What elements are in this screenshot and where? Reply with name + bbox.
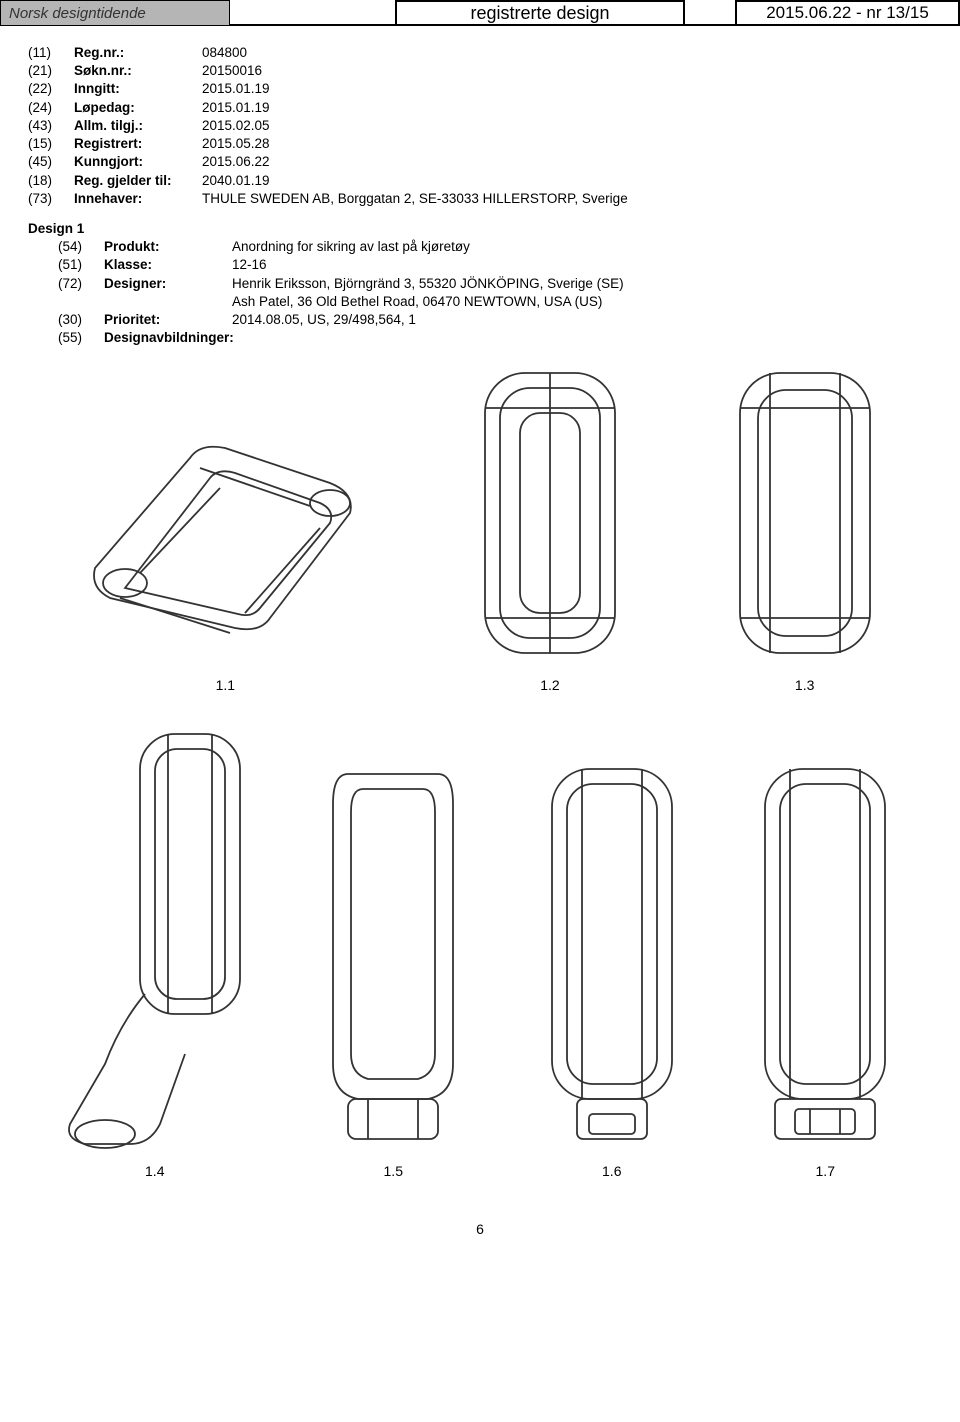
field-code: (45) [28, 153, 74, 171]
field-label: Løpedag: [74, 99, 202, 117]
field-label: Designer: [104, 275, 232, 293]
field-label: Allm. tilgj.: [74, 117, 202, 135]
field-label: Reg. gjelder til: [74, 172, 202, 190]
figure-label: 1.5 [384, 1162, 403, 1181]
drawing-1-5-icon [303, 754, 483, 1154]
field-label: Produkt: [104, 238, 232, 256]
field-value: Anordning for sikring av last på kjøretø… [232, 238, 932, 256]
field-row: (22)Inngitt:2015.01.19 [28, 80, 932, 98]
figure-label: 1.7 [816, 1162, 835, 1181]
field-label: Reg.nr.: [74, 44, 202, 62]
field-row: (24)Løpedag:2015.01.19 [28, 99, 932, 117]
field-value: 12-16 [232, 256, 932, 274]
figure-label: 1.1 [216, 676, 235, 695]
field-code: (18) [28, 172, 74, 190]
field-row: (18)Reg. gjelder til:2040.01.19 [28, 172, 932, 190]
field-value: 2015.01.19 [202, 99, 932, 117]
field-code: (73) [28, 190, 74, 208]
field-value: 2015.02.05 [202, 117, 932, 135]
field-code: (72) [58, 275, 104, 293]
field-row: (55)Designavbildninger: [58, 329, 932, 347]
field-value: 2014.08.05, US, 29/498,564, 1 [232, 311, 932, 329]
field-row: (21)Søkn.nr.:20150016 [28, 62, 932, 80]
field-value: 2015.01.19 [202, 80, 932, 98]
figure-1-3: 1.3 [720, 358, 890, 695]
field-label: Prioritet: [104, 311, 232, 329]
field-code: (21) [28, 62, 74, 80]
field-label: Designavbildninger: [104, 329, 232, 347]
header-title: registrerte design [395, 0, 685, 26]
field-row: Ash Patel, 36 Old Bethel Road, 06470 NEW… [58, 293, 932, 311]
drawing-1-4-icon [50, 724, 260, 1154]
field-value: Henrik Eriksson, Björngränd 3, 55320 JÖN… [232, 275, 932, 293]
field-code: (22) [28, 80, 74, 98]
header-issue: 2015.06.22 - nr 13/15 [735, 0, 960, 26]
field-value: 2015.05.28 [202, 135, 932, 153]
field-code: (54) [58, 238, 104, 256]
field-label: Registrert: [74, 135, 202, 153]
field-row: (30)Prioritet:2014.08.05, US, 29/498,564… [58, 311, 932, 329]
field-label: Innehaver: [74, 190, 202, 208]
field-label: Inngitt: [74, 80, 202, 98]
figure-label: 1.4 [145, 1162, 164, 1181]
drawing-1-7-icon [740, 754, 910, 1154]
field-value: THULE SWEDEN AB, Borggatan 2, SE-33033 H… [202, 190, 932, 208]
field-value: 2015.06.22 [202, 153, 932, 171]
drawing-1-2-icon [465, 358, 635, 668]
field-row: (54)Produkt:Anordning for sikring av las… [58, 238, 932, 256]
figure-1-7: 1.7 [740, 754, 910, 1181]
drawing-1-6-icon [527, 754, 697, 1154]
bibliographic-fields: (11)Reg.nr.:084800 (21)Søkn.nr.:20150016… [28, 44, 932, 208]
field-code: (55) [58, 329, 104, 347]
design-heading: Design 1 [28, 220, 932, 238]
figure-1-4: 1.4 [50, 724, 260, 1181]
field-value: 2040.01.19 [202, 172, 932, 190]
design-fields: (54)Produkt:Anordning for sikring av las… [28, 238, 932, 347]
field-row: (51)Klasse:12-16 [58, 256, 932, 274]
page-content: (11)Reg.nr.:084800 (21)Søkn.nr.:20150016… [0, 26, 960, 1191]
field-row: (11)Reg.nr.:084800 [28, 44, 932, 62]
field-code: (51) [58, 256, 104, 274]
field-code: (24) [28, 99, 74, 117]
field-value [232, 329, 932, 347]
field-label: Klasse: [104, 256, 232, 274]
field-row: (73)Innehaver:THULE SWEDEN AB, Borggatan… [28, 190, 932, 208]
figure-label: 1.3 [795, 676, 814, 695]
figure-row-top: 1.1 1.2 [28, 358, 932, 695]
page-number: 6 [0, 1221, 960, 1257]
field-row: (45)Kunngjort:2015.06.22 [28, 153, 932, 171]
figure-label: 1.2 [540, 676, 559, 695]
field-label: Søkn.nr.: [74, 62, 202, 80]
field-code: (15) [28, 135, 74, 153]
figure-row-bottom: 1.4 1.5 [28, 724, 932, 1181]
field-value: Ash Patel, 36 Old Bethel Road, 06470 NEW… [232, 293, 932, 311]
field-code [58, 293, 104, 311]
figure-1-5: 1.5 [303, 754, 483, 1181]
figure-1-2: 1.2 [465, 358, 635, 695]
drawing-1-1-icon [70, 398, 380, 668]
header-spacer [685, 0, 735, 26]
field-row: (72)Designer:Henrik Eriksson, Björngränd… [58, 275, 932, 293]
field-row: (15)Registrert:2015.05.28 [28, 135, 932, 153]
field-code: (30) [58, 311, 104, 329]
field-label [104, 293, 232, 311]
header-publication: Norsk designtidende [0, 0, 230, 26]
figure-label: 1.6 [602, 1162, 621, 1181]
field-value: 20150016 [202, 62, 932, 80]
figure-1-6: 1.6 [527, 754, 697, 1181]
header-spacer [230, 0, 395, 26]
page-header: Norsk designtidende registrerte design 2… [0, 0, 960, 26]
field-code: (11) [28, 44, 74, 62]
drawing-1-3-icon [720, 358, 890, 668]
field-value: 084800 [202, 44, 932, 62]
field-label: Kunngjort: [74, 153, 202, 171]
figure-1-1: 1.1 [70, 398, 380, 695]
field-row: (43)Allm. tilgj.:2015.02.05 [28, 117, 932, 135]
field-code: (43) [28, 117, 74, 135]
